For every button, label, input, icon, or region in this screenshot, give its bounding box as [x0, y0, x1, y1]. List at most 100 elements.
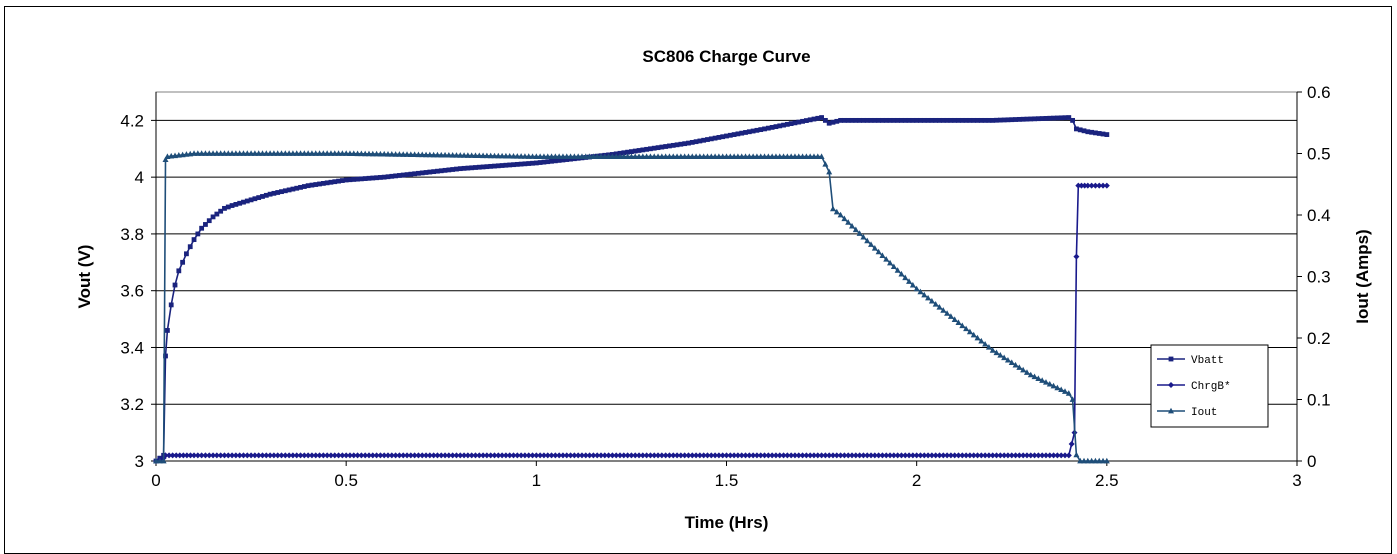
data-point	[829, 205, 836, 212]
data-point	[377, 175, 383, 180]
data-point	[320, 150, 327, 156]
y-axis-label: Vout (V)	[75, 245, 94, 309]
data-point	[198, 150, 205, 156]
axes	[151, 91, 1302, 466]
data-point	[723, 153, 730, 159]
data-point	[1001, 117, 1007, 123]
data-point	[156, 457, 163, 464]
data-point	[906, 117, 912, 123]
data-point	[738, 452, 745, 459]
data-point	[1032, 116, 1037, 122]
data-point	[203, 222, 208, 227]
data-point	[571, 153, 578, 159]
data-point	[970, 331, 977, 338]
data-point	[1061, 388, 1068, 394]
data-point	[423, 151, 430, 158]
data-point	[241, 199, 246, 205]
data-point	[929, 117, 935, 123]
data-point	[438, 452, 445, 459]
data-point	[1016, 452, 1023, 459]
data-point	[597, 452, 604, 459]
data-point	[430, 452, 437, 459]
data-point	[605, 452, 612, 459]
data-point	[206, 150, 213, 156]
data-point	[978, 452, 985, 459]
data-point	[251, 150, 258, 156]
data-point	[163, 353, 168, 359]
data-point	[240, 150, 247, 156]
data-point	[769, 153, 776, 159]
data-point	[712, 452, 719, 459]
data-point	[978, 117, 984, 123]
data-point	[632, 148, 638, 154]
data-point	[549, 158, 554, 164]
data-point	[746, 129, 752, 135]
data-point	[826, 452, 833, 459]
data-point	[563, 452, 570, 459]
data-point	[686, 140, 691, 146]
data-point	[658, 153, 665, 159]
data-point	[389, 173, 395, 179]
data-point	[491, 452, 498, 459]
data-point	[317, 181, 322, 187]
data-point	[883, 452, 890, 459]
data-point	[328, 179, 334, 185]
data-point	[605, 153, 612, 159]
data-point	[233, 202, 239, 207]
data-point	[236, 452, 243, 459]
data-point	[639, 153, 646, 159]
data-point	[578, 452, 585, 459]
data-point	[632, 153, 639, 159]
data-point	[1035, 375, 1042, 381]
data-point	[259, 452, 266, 459]
data-point	[727, 153, 734, 159]
data-point	[1023, 452, 1030, 459]
data-point	[461, 152, 468, 158]
data-point	[800, 118, 805, 124]
data-point	[305, 150, 312, 156]
data-point	[263, 192, 269, 198]
data-point	[354, 150, 361, 157]
y2-tick-label: 0.4	[1307, 206, 1331, 225]
data-point	[335, 150, 342, 156]
data-point	[826, 168, 833, 175]
data-point	[316, 452, 323, 459]
data-point	[890, 263, 897, 270]
data-point	[1054, 115, 1060, 121]
data-point	[837, 211, 844, 218]
data-point	[282, 188, 288, 194]
data-point	[533, 160, 539, 166]
data-point	[879, 252, 886, 258]
data-point	[355, 176, 360, 182]
data-point	[1001, 354, 1008, 361]
data-point	[1020, 452, 1027, 459]
data-point	[921, 117, 927, 123]
data-point	[480, 152, 487, 159]
data-point	[331, 452, 338, 459]
data-point	[880, 117, 885, 123]
data-point	[617, 452, 624, 459]
data-point	[377, 452, 384, 459]
data-point	[822, 161, 829, 167]
data-point	[933, 117, 939, 123]
data-point	[385, 150, 392, 157]
data-point	[974, 334, 981, 341]
data-point	[784, 452, 791, 459]
data-point	[952, 117, 958, 123]
data-point	[868, 452, 875, 459]
data-point	[853, 117, 859, 123]
data-point	[955, 319, 962, 326]
data-point	[955, 452, 962, 459]
x-tick-label: 2.5	[1095, 471, 1119, 490]
data-point	[910, 117, 916, 123]
data-point	[636, 452, 643, 459]
data-point	[499, 452, 506, 459]
data-point	[173, 452, 180, 459]
data-point	[430, 151, 437, 158]
data-point	[857, 117, 863, 123]
data-point	[327, 150, 334, 156]
data-point	[210, 150, 217, 156]
data-point	[449, 152, 456, 158]
data-point	[590, 452, 597, 459]
data-point	[662, 452, 669, 459]
